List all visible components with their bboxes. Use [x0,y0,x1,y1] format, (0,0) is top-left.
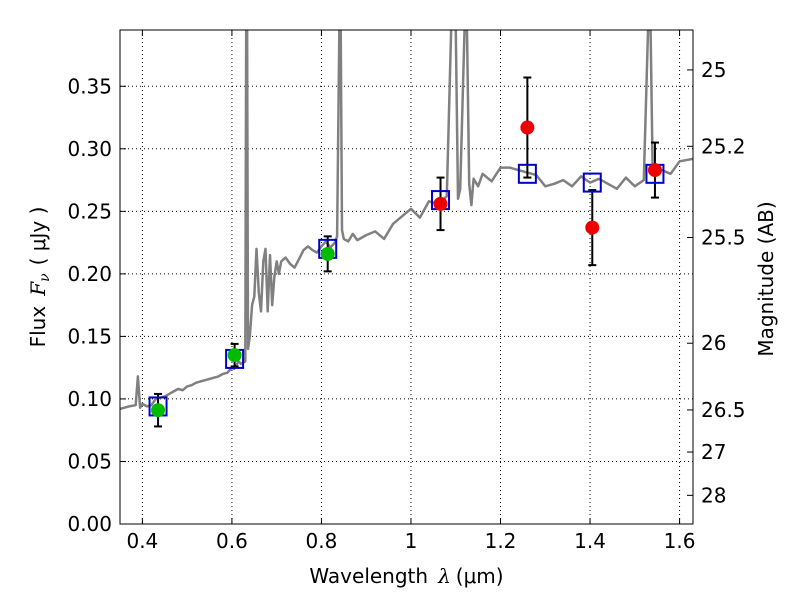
x-tick-label: 1 [405,529,418,553]
red-data-point [520,120,535,135]
y-tick-label: 0.05 [67,449,112,473]
green-data-point [227,348,242,363]
y-tick-label: 0.00 [67,512,112,536]
plot-frame [119,29,694,525]
y2-tick-label: 27 [701,440,726,464]
grid-lines [120,30,693,525]
right-axis-label: Magnitude (AB) [754,201,778,356]
y-tick-label: 0.25 [67,199,112,223]
x-tick-label: 1.2 [485,529,517,553]
model-square [582,172,602,193]
red-data-point [647,163,662,178]
error-bars [154,76,659,428]
y2-tick-label: 25.5 [701,225,746,249]
axis-ticks: 0.4 0.6 0.8 1 1.2 1.4 1.6 0.00 0.05 0.10 0.15 0.20 0… [67,30,746,553]
model-squares [148,163,665,417]
y2-tick-label: 25 [701,58,726,82]
y-axis-label: FluxFν( μJy ) [26,207,53,348]
x-tick-label: 1.4 [574,529,606,553]
x-tick-label: 0.4 [126,529,158,553]
spectrum-series [120,30,693,411]
x-tick-label: 1.6 [664,529,696,553]
x-tick-label: 0.6 [216,529,248,553]
y-tick-label: 0.35 [67,74,112,98]
y-tick-label: 0.30 [67,137,112,161]
y2-tick-label: 25.2 [701,134,746,158]
y-tick-label: 0.20 [67,262,112,286]
green-data-point [151,403,166,418]
red-data-point [585,220,600,235]
y-tick-label: 0.15 [67,324,112,348]
x-tick-label: 0.8 [306,529,338,553]
y-tick-label: 0.10 [67,387,112,411]
y2-tick-label: 26.5 [701,398,746,422]
red-data-point [433,196,448,211]
y2-tick-label: 28 [701,483,726,507]
model-square [517,163,537,184]
x-axis-label: Wavelength λ (μm) [309,564,503,588]
green-data-point [320,246,335,261]
spectrum-line [120,30,693,411]
y2-tick-label: 26 [701,331,726,355]
photometry-points [151,120,662,418]
